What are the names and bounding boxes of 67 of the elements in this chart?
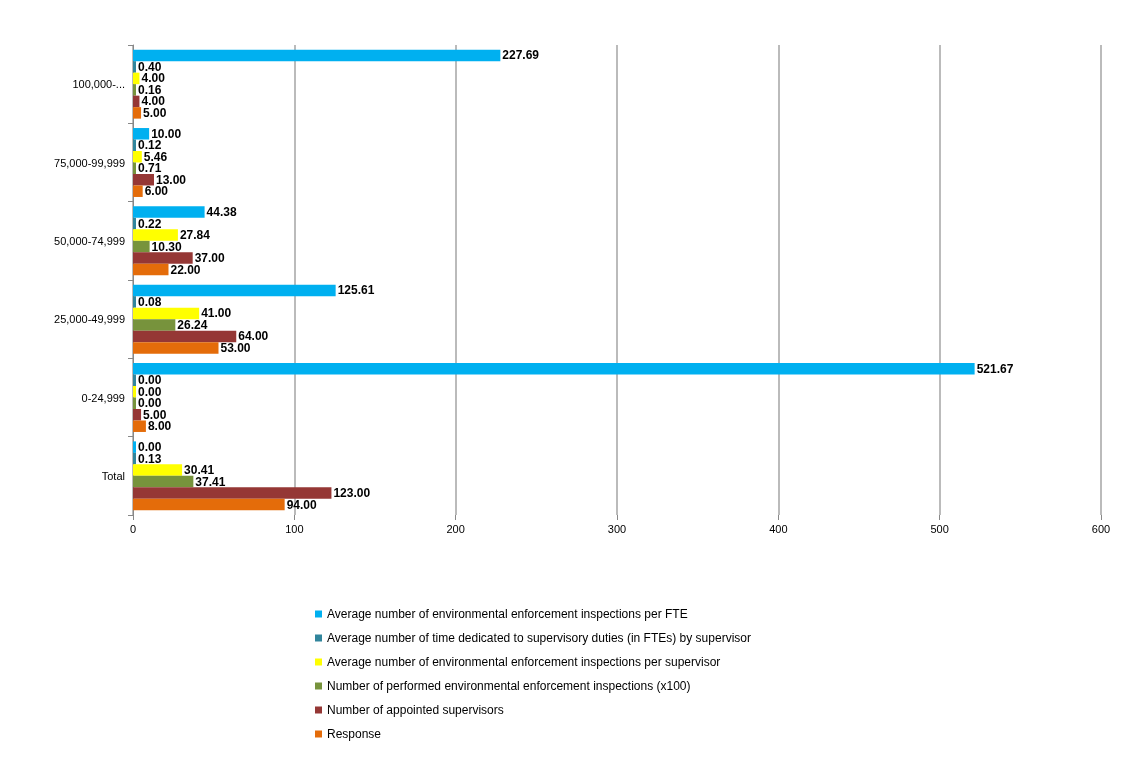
data-label: 123.00 [333, 486, 371, 501]
bar [133, 173, 154, 186]
bar [133, 498, 285, 511]
x-tick-label: 600 [1091, 522, 1111, 535]
legend-label: Number of performed environmental enforcement inspections (x100) [327, 679, 691, 693]
bar [133, 319, 176, 331]
bar [133, 240, 150, 253]
bar [133, 229, 178, 241]
bar [133, 151, 142, 163]
y-tick-label: 100,000-... [72, 78, 125, 91]
bar [133, 452, 136, 465]
data-label: 125.61 [337, 283, 375, 298]
bar [133, 128, 150, 140]
bar [133, 420, 146, 432]
y-tick-label: 25,000-49,999 [54, 313, 125, 326]
data-label: 27.84 [179, 228, 211, 243]
bar [133, 252, 193, 264]
data-label: 94.00 [286, 497, 318, 512]
legend-label: Average number of time dedicated to supervisory duties (in FTEs) by supervisor [327, 631, 751, 645]
bar [133, 374, 136, 387]
data-label: 227.69 [502, 48, 540, 63]
x-tick-label: 200 [446, 522, 465, 535]
bar [133, 296, 136, 308]
bar [133, 206, 205, 218]
legend-label: Response [327, 727, 382, 741]
data-label: 10.30 [151, 239, 182, 254]
x-tick-label: 500 [930, 522, 949, 535]
x-tick-label: 0 [129, 522, 137, 535]
bar [133, 342, 219, 354]
bar [133, 84, 136, 96]
bar [133, 330, 237, 343]
bar [133, 386, 136, 398]
data-label: 0.22 [138, 216, 162, 231]
bar [133, 475, 194, 488]
legend-label: Average number of environmental enforcement inspections per supervisor [327, 655, 721, 669]
bar [133, 408, 142, 421]
data-label: 10.00 [151, 126, 182, 141]
bar [133, 61, 136, 73]
data-label: 44.38 [206, 205, 237, 220]
bar [133, 464, 183, 476]
bar [133, 185, 143, 197]
bar [133, 49, 501, 62]
bar [133, 139, 136, 152]
y-tick-label: 0-24,999 [81, 391, 125, 404]
bar [133, 363, 975, 375]
y-tick-label: 50,000-74,999 [54, 234, 125, 247]
x-tick-label: 100 [285, 522, 304, 535]
data-label: 521.67 [976, 361, 1014, 376]
legend-label: Number of appointed supervisors [327, 703, 504, 717]
bar [133, 107, 142, 119]
legend-label: Average number of environmental enforcement inspections per FTE [327, 607, 688, 621]
data-label: 6.00 [144, 184, 169, 199]
x-tick-label: 300 [607, 522, 627, 535]
bar [133, 217, 136, 230]
bar [133, 441, 136, 453]
bar [133, 307, 200, 320]
data-label: 0.08 [138, 294, 162, 309]
y-tick-label: Total [101, 469, 125, 482]
bar [133, 284, 336, 297]
y-tick-label: 75,000-99,999 [54, 156, 125, 169]
x-tick-label: 400 [769, 522, 788, 535]
bar [133, 162, 136, 174]
data-label: 8.00 [147, 419, 172, 434]
data-label: 0.40 [138, 59, 162, 74]
bar [133, 487, 332, 499]
bar [133, 397, 136, 409]
bar [133, 263, 169, 276]
